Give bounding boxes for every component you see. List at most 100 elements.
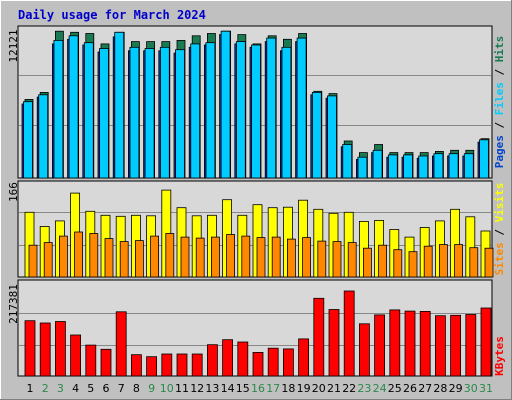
- bar-sites-day-26: [408, 251, 418, 278]
- legend-files: Files: [493, 82, 506, 115]
- bar-files-day-29: [448, 153, 459, 179]
- bar-sites-day-19: [302, 237, 312, 278]
- bar-files-day-2: [38, 94, 49, 179]
- legend-hits: Hits: [493, 36, 506, 63]
- bar-sites-day-4: [74, 231, 83, 278]
- bar-pages-day-21: [325, 97, 328, 179]
- bar-sites-day-31: [484, 247, 494, 278]
- x-label-day-1: 1: [27, 382, 34, 395]
- bar-files-day-5: [83, 42, 94, 179]
- bar-kbytes-day-9: [146, 356, 158, 377]
- x-label-day-4: 4: [72, 382, 79, 395]
- legend-kbytes: KBytes: [493, 336, 506, 376]
- x-label-day-24: 24: [373, 382, 387, 395]
- chart-title: Daily usage for March 2024: [18, 8, 206, 22]
- bar-files-day-16: [251, 44, 261, 179]
- bar-files-day-30: [463, 153, 474, 179]
- bar-files-day-21: [327, 95, 337, 179]
- x-label-day-8: 8: [133, 382, 140, 395]
- bar-sites-day-10: [165, 233, 175, 278]
- bar-files-day-11: [175, 49, 185, 179]
- bar-sites-day-16: [256, 237, 266, 278]
- bar-kbytes-day-2: [39, 322, 51, 377]
- bar-files-day-23: [357, 156, 368, 179]
- bar-kbytes-day-25: [389, 309, 401, 377]
- x-label-day-20: 20: [312, 382, 326, 395]
- bar-pages-day-30: [462, 155, 465, 179]
- bar-pages-day-2: [36, 96, 40, 179]
- bar-pages-day-9: [143, 50, 146, 179]
- bar-pages-day-29: [447, 155, 450, 179]
- x-label-day-14: 14: [221, 382, 235, 395]
- bar-kbytes-day-13: [206, 344, 218, 377]
- bar-pages-day-15: [234, 43, 237, 179]
- x-label-day-22: 22: [342, 382, 356, 395]
- x-label-day-28: 28: [433, 382, 447, 395]
- x-label-day-25: 25: [388, 382, 402, 395]
- x-label-day-3: 3: [57, 382, 64, 395]
- bar-files-day-20: [311, 92, 322, 179]
- top-ymax-label: 12121: [7, 29, 20, 62]
- bar-kbytes-day-17: [267, 347, 279, 377]
- x-label-day-18: 18: [281, 382, 295, 395]
- bar-pages-day-22: [340, 146, 344, 179]
- bar-sites-day-12: [195, 237, 205, 278]
- x-label-day-9: 9: [148, 382, 155, 395]
- x-label-day-29: 29: [449, 382, 463, 395]
- legend-pages: Pages: [493, 135, 506, 168]
- bar-files-day-25: [387, 154, 398, 179]
- x-label-day-26: 26: [403, 382, 417, 395]
- bar-pages-day-20: [310, 94, 313, 179]
- bar-sites-day-3: [59, 235, 68, 278]
- bar-pages-day-13: [203, 44, 207, 179]
- bar-kbytes-day-7: [115, 311, 127, 377]
- bar-files-day-17: [266, 37, 277, 179]
- bar-pages-day-27: [416, 157, 420, 179]
- bar-kbytes-day-10: [161, 353, 173, 377]
- bar-pages-day-25: [386, 156, 389, 179]
- bar-files-day-19: [296, 37, 307, 179]
- middle-ymax-label: 166: [7, 182, 20, 202]
- bar-sites-day-23: [362, 247, 372, 278]
- bar-sites-day-5: [89, 233, 99, 278]
- bar-pages-day-23: [355, 159, 359, 179]
- x-label-day-23: 23: [357, 382, 371, 395]
- bar-kbytes-day-27: [419, 310, 431, 377]
- x-label-day-10: 10: [160, 382, 174, 395]
- x-label-day-12: 12: [190, 382, 204, 395]
- bar-files-day-15: [235, 41, 246, 179]
- bar-kbytes-day-5: [85, 344, 97, 377]
- bar-files-day-28: [433, 153, 444, 179]
- bar-files-day-10: [159, 46, 170, 179]
- x-label-day-15: 15: [236, 382, 250, 395]
- bar-files-day-31: [479, 139, 489, 179]
- bar-sites-day-22: [347, 242, 357, 278]
- bar-sites-day-8: [134, 240, 144, 278]
- bar-kbytes-day-11: [176, 353, 188, 377]
- bar-files-day-24: [372, 149, 383, 179]
- bar-sites-day-30: [469, 247, 479, 278]
- bar-kbytes-day-14: [222, 339, 234, 377]
- bar-files-day-4: [68, 35, 79, 179]
- bar-pages-day-5: [82, 44, 85, 179]
- x-label-day-31: 31: [479, 382, 493, 395]
- bottom-ymax-label: 217381: [7, 284, 20, 324]
- bar-kbytes-day-18: [282, 348, 294, 377]
- x-label-day-5: 5: [87, 382, 94, 395]
- bar-sites-day-1: [28, 244, 38, 278]
- bar-sites-day-2: [43, 242, 53, 278]
- bar-kbytes-day-23: [358, 323, 370, 377]
- bar-sites-day-27: [423, 245, 433, 278]
- bar-pages-day-7: [112, 36, 116, 179]
- bar-sites-day-11: [180, 236, 190, 278]
- bar-sites-day-9: [150, 235, 160, 278]
- bar-pages-day-1: [21, 103, 24, 179]
- bar-pages-day-24: [371, 152, 374, 179]
- bar-kbytes-day-28: [434, 315, 446, 377]
- bar-pages-day-26: [401, 156, 404, 179]
- bar-kbytes-day-30: [465, 314, 477, 377]
- bar-files-day-14: [220, 30, 231, 179]
- bar-sites-day-15: [241, 235, 251, 278]
- bar-files-day-7: [114, 31, 125, 179]
- legend-visits: Visits: [493, 183, 506, 223]
